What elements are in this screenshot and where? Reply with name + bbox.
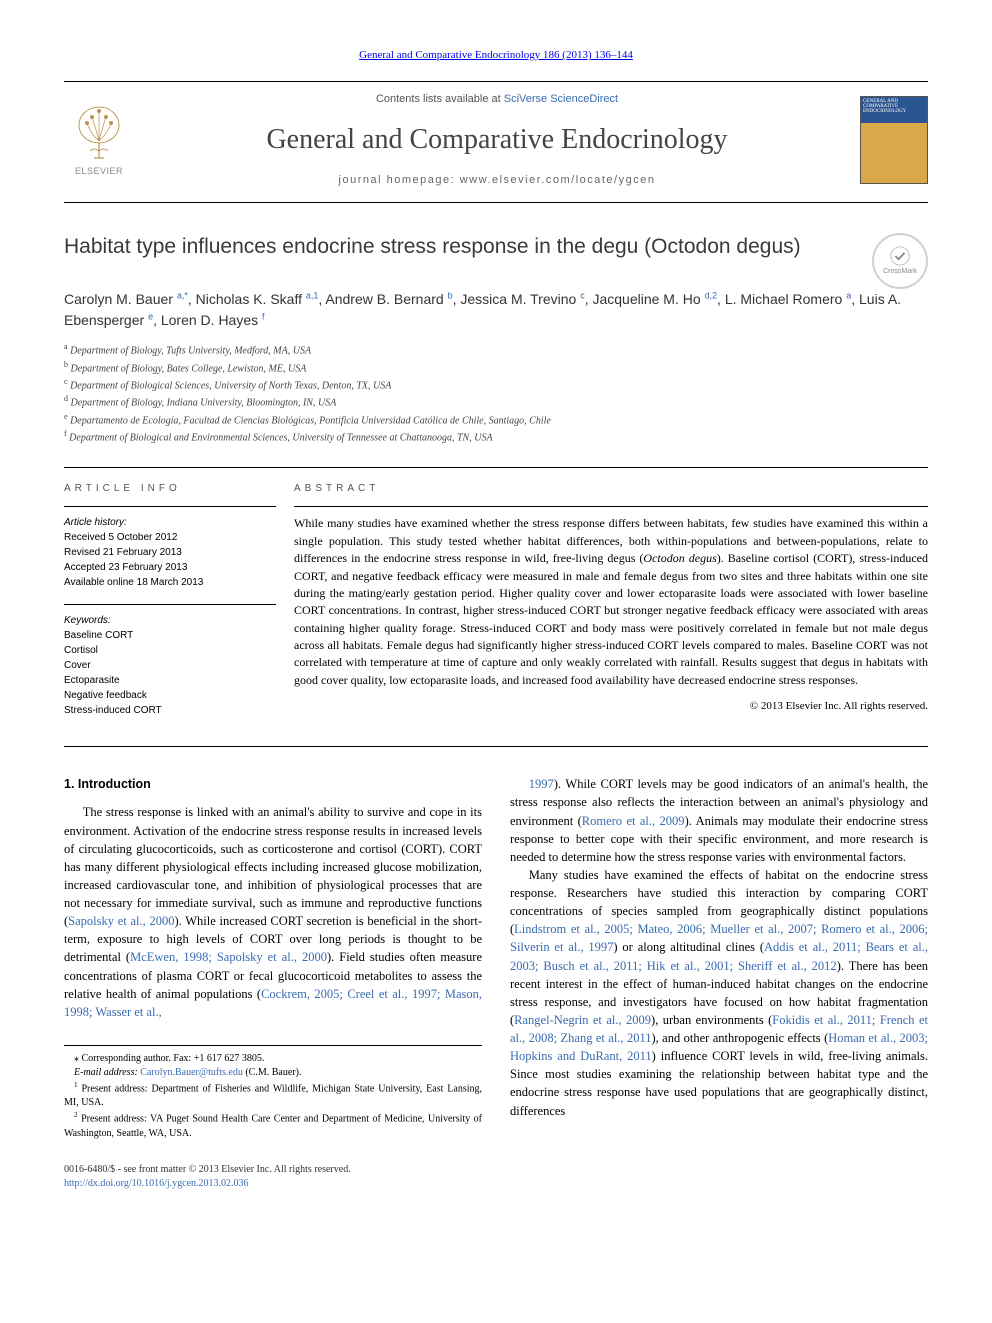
author-affiliation-sup[interactable]: c xyxy=(580,291,585,301)
author-affiliation-sup[interactable]: f xyxy=(262,312,265,322)
article-title: Habitat type influences endocrine stress… xyxy=(64,233,801,260)
journal-header: ELSEVIER Contents lists available at Sci… xyxy=(64,81,928,203)
footnote-1: 1 Present address: Department of Fisheri… xyxy=(64,1080,482,1110)
affiliation: c Department of Biological Sciences, Uni… xyxy=(64,376,928,393)
affiliation: f Department of Biological and Environme… xyxy=(64,428,928,445)
article-history-line: Received 5 October 2012 xyxy=(64,530,276,545)
section-heading-introduction: 1. Introduction xyxy=(64,775,482,793)
author-affiliation-sup[interactable]: a,* xyxy=(177,291,188,301)
affiliation: d Department of Biology, Indiana Univers… xyxy=(64,393,928,410)
corresponding-author-note: ⁎ Corresponding author. Fax: +1 617 627 … xyxy=(64,1052,482,1066)
abstract-copyright: © 2013 Elsevier Inc. All rights reserved… xyxy=(294,699,928,714)
journal-homepage-url[interactable]: www.elsevier.com/locate/ygcen xyxy=(460,174,656,186)
citation-link[interactable]: Cockrem, 2005; Creel et al., 1997; Mason… xyxy=(64,987,482,1019)
affiliation: a Department of Biology, Tufts Universit… xyxy=(64,341,928,358)
citation-link[interactable]: McEwen, 1998; Sapolsky et al., 2000 xyxy=(130,950,327,964)
email-note: E-mail address: Carolyn.Bauer@tufts.edu … xyxy=(64,1066,482,1080)
affiliation: b Department of Biology, Bates College, … xyxy=(64,359,928,376)
doi-link[interactable]: http://dx.doi.org/10.1016/j.ygcen.2013.0… xyxy=(64,1178,249,1189)
article-history-line: Accepted 23 February 2013 xyxy=(64,560,276,575)
author-affiliation-sup[interactable]: e xyxy=(148,312,153,322)
corresponding-author-link[interactable]: * xyxy=(184,291,188,301)
crossmark-icon xyxy=(889,245,911,267)
journal-cover-thumbnail[interactable]: GENERAL AND COMPARATIVE ENDOCRINOLOGY xyxy=(860,96,928,184)
article-info-heading: ARTICLE INFO xyxy=(64,482,276,496)
footnotes: ⁎ Corresponding author. Fax: +1 617 627 … xyxy=(64,1045,482,1141)
article-history-line: Revised 21 February 2013 xyxy=(64,545,276,560)
journal-title: General and Comparative Endocrinology xyxy=(134,120,860,159)
keyword: Cortisol xyxy=(64,643,276,658)
citation-link[interactable]: Sapolsky et al., 2000 xyxy=(68,914,174,928)
citation-link[interactable]: Rangel-Negrin et al., 2009 xyxy=(514,1013,651,1027)
keyword: Baseline CORT xyxy=(64,628,276,643)
body-paragraph: Many studies have examined the effects o… xyxy=(510,866,928,1120)
abstract-heading: ABSTRACT xyxy=(294,482,928,496)
elsevier-logo-text: ELSEVIER xyxy=(75,165,123,178)
contents-line: Contents lists available at SciVerse Sci… xyxy=(134,92,860,107)
author-affiliation-sup[interactable]: a,1 xyxy=(306,291,319,301)
body-column-right: 1997). While CORT levels may be good ind… xyxy=(510,775,928,1190)
footnote-2: 2 Present address: VA Puget Sound Health… xyxy=(64,1110,482,1140)
affiliation-list: a Department of Biology, Tufts Universit… xyxy=(64,341,928,445)
article-history-label: Article history: xyxy=(64,515,276,530)
body-column-left: 1. Introduction The stress response is l… xyxy=(64,775,482,1190)
keyword: Stress-induced CORT xyxy=(64,703,276,718)
journal-citation[interactable]: General and Comparative Endocrinology 18… xyxy=(64,48,928,63)
keyword: Negative feedback xyxy=(64,688,276,703)
keywords-label: Keywords: xyxy=(64,613,276,628)
abstract-text: While many studies have examined whether… xyxy=(294,515,928,689)
author-affiliation-sup[interactable]: d,2 xyxy=(705,291,718,301)
article-footer: 0016-6480/$ - see front matter © 2013 El… xyxy=(64,1163,482,1191)
author-email-link[interactable]: Carolyn.Bauer@tufts.edu xyxy=(140,1067,243,1078)
crossmark-label: CrossMark xyxy=(883,267,917,277)
citation-link[interactable]: Romero et al., 2009 xyxy=(582,814,685,828)
front-matter-line: 0016-6480/$ - see front matter © 2013 El… xyxy=(64,1163,482,1177)
elsevier-logo[interactable]: ELSEVIER xyxy=(64,103,134,178)
body-paragraph: 1997). While CORT levels may be good ind… xyxy=(510,775,928,866)
abstract-box: ABSTRACT While many studies have examine… xyxy=(294,468,928,747)
elsevier-tree-icon xyxy=(72,103,126,163)
author-list: Carolyn M. Bauer a,*, Nicholas K. Skaff … xyxy=(64,289,928,331)
crossmark-badge[interactable]: CrossMark xyxy=(872,233,928,289)
sciencedirect-link[interactable]: SciVerse ScienceDirect xyxy=(504,93,618,105)
citation-link[interactable]: 1997 xyxy=(529,777,554,791)
author-affiliation-sup[interactable]: a xyxy=(846,291,851,301)
article-info-box: ARTICLE INFO Article history: Received 5… xyxy=(64,468,294,747)
keyword: Cover xyxy=(64,658,276,673)
journal-homepage: journal homepage: www.elsevier.com/locat… xyxy=(134,173,860,188)
keyword: Ectoparasite xyxy=(64,673,276,688)
author-affiliation-sup[interactable]: b xyxy=(448,291,453,301)
article-history-line: Available online 18 March 2013 xyxy=(64,575,276,590)
affiliation: e Departamento de Ecología, Facultad de … xyxy=(64,411,928,428)
body-paragraph: The stress response is linked with an an… xyxy=(64,803,482,1021)
